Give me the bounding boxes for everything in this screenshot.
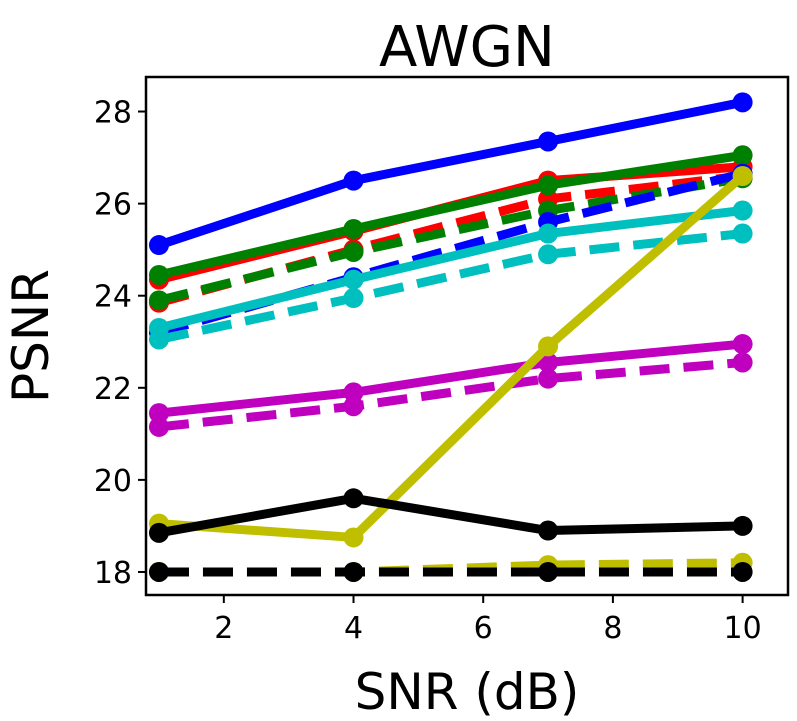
data-point-green-solid <box>538 175 559 196</box>
data-point-green-dashed <box>343 241 364 262</box>
data-point-magenta-dashed <box>732 352 753 373</box>
x-tick-label: 2 <box>214 611 233 646</box>
data-point-olive-solid <box>343 527 364 548</box>
chart-title: AWGN <box>379 15 555 80</box>
data-point-cyan-dashed <box>343 288 364 309</box>
plot-area <box>148 92 753 582</box>
data-point-blue-solid <box>732 92 753 113</box>
data-point-black-solid <box>538 520 559 541</box>
data-point-green-solid <box>732 145 753 166</box>
series-magenta-dashed <box>148 352 753 437</box>
data-point-blue-solid <box>343 170 364 191</box>
y-tick-label: 20 <box>94 464 132 499</box>
y-tick-label: 28 <box>94 96 132 131</box>
series-line-magenta-dashed <box>158 357 743 432</box>
data-point-cyan-dashed <box>732 223 753 244</box>
data-point-magenta-dashed <box>538 368 559 389</box>
data-point-black-solid <box>732 515 753 536</box>
data-point-blue-solid <box>148 235 169 256</box>
x-tick-label: 6 <box>474 611 493 646</box>
series-magenta-solid <box>148 334 753 424</box>
data-point-cyan-solid <box>538 223 559 244</box>
data-point-black-dashed <box>343 561 364 582</box>
data-point-olive-solid <box>732 165 753 186</box>
data-point-black-solid <box>148 522 169 543</box>
y-tick-label: 18 <box>94 556 132 591</box>
y-axis-label: PSNR <box>2 269 60 403</box>
data-point-olive-solid <box>538 336 559 357</box>
x-tick-label: 10 <box>724 611 762 646</box>
data-point-magenta-dashed <box>343 396 364 417</box>
data-point-green-solid <box>343 218 364 239</box>
data-point-magenta-solid <box>148 403 169 424</box>
data-point-cyan-dashed <box>148 329 169 350</box>
series-line-magenta-solid <box>158 339 744 418</box>
data-point-black-dashed <box>538 561 559 582</box>
series-green-solid <box>148 145 753 285</box>
series-black-dashed <box>148 561 753 582</box>
data-point-magenta-solid <box>732 334 753 355</box>
x-axis-label: SNR (dB) <box>355 663 580 721</box>
series-line-cyan-solid <box>157 206 744 333</box>
data-point-black-dashed <box>732 561 753 582</box>
y-tick-label: 26 <box>94 188 132 223</box>
series-line-blue-solid <box>157 97 744 250</box>
series-olive-dashed <box>148 552 753 582</box>
data-point-magenta-solid <box>343 382 364 403</box>
data-point-cyan-solid <box>343 269 364 290</box>
plot-frame <box>144 75 790 597</box>
data-point-cyan-solid <box>732 200 753 221</box>
data-point-green-dashed <box>148 290 169 311</box>
y-tick-label: 22 <box>94 372 132 407</box>
series-olive-solid <box>148 165 753 548</box>
y-tick-label: 24 <box>94 280 132 315</box>
series-line-olive-solid <box>158 172 746 542</box>
data-point-magenta-dashed <box>148 416 169 437</box>
series-cyan-dashed <box>148 223 753 350</box>
x-tick-label: 8 <box>603 611 622 646</box>
x-tick-label: 4 <box>344 611 363 646</box>
series-line-black-solid <box>158 493 743 538</box>
data-point-blue-solid <box>538 131 559 152</box>
series-black-solid <box>148 488 753 543</box>
data-point-cyan-dashed <box>538 244 559 265</box>
series-blue-solid <box>148 92 753 256</box>
series-line-green-solid <box>157 150 744 280</box>
data-point-black-solid <box>343 488 364 509</box>
data-point-black-dashed <box>148 561 169 582</box>
data-point-green-solid <box>148 264 169 285</box>
series-line-cyan-dashed <box>158 229 744 344</box>
